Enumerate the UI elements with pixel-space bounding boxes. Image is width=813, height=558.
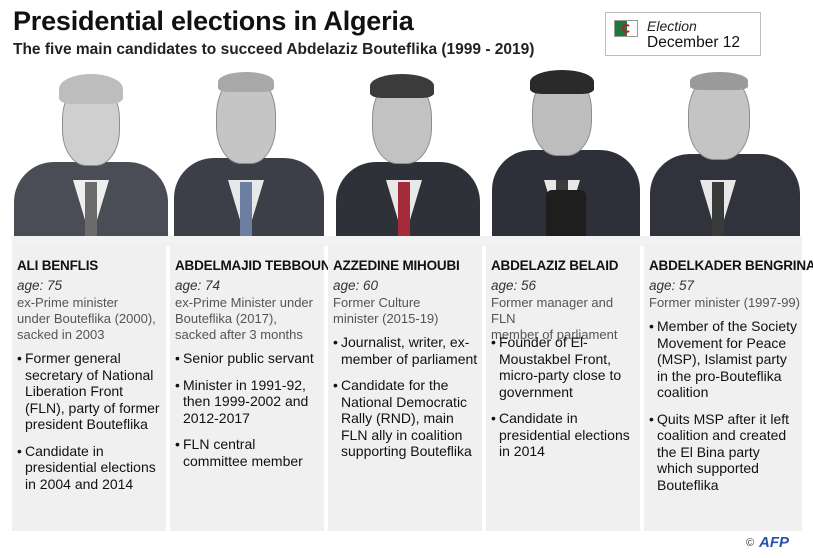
portrait-edge-divider [12,236,802,246]
role-line: ex-Prime minister [17,295,119,310]
candidate-bullets: Founder of El-Moustakbel Front, micro-pa… [491,334,636,470]
bullet-item: Candidate in presidential elections in 2… [491,410,636,460]
candidate-bullets: Former general secretary of National Lib… [17,350,162,502]
bullet-item: FLN central committee member [175,436,320,469]
candidate-name: AZZEDINE MIHOUBI [333,258,460,273]
bullet-item: Candidate in presidential elections in 2… [17,443,162,493]
candidate-role: Former minister (1997-99) [649,295,800,311]
role-line: sacked after 3 months [175,327,303,342]
election-date-box: Election December 12 [605,12,761,56]
portrait-benflis [12,70,170,240]
candidate-role: ex-Prime Minister under Bouteflika (2017… [175,295,313,343]
candidate-column-bengrina: ABDELKADER BENGRINA age: 57 Former minis… [644,244,813,531]
candidate-name: ABDELAZIZ BELAID [491,258,619,273]
candidate-age: age: 57 [649,278,695,293]
candidate-age: age: 60 [333,278,379,293]
candidate-name: ABDELMAJID TEBBOUNE [175,258,340,273]
bullet-item: Former general secretary of National Lib… [17,350,162,433]
bullet-item: Senior public servant [175,350,320,367]
afp-logo: AFP [759,534,789,551]
role-line: Bouteflika (2017), [175,311,277,326]
candidate-bullets: Senior public servant Minister in 1991-9… [175,350,320,479]
portrait-tebboune [170,70,328,240]
portrait-bengrina [644,70,802,240]
bullet-item: Quits MSP after it left coalition and cr… [649,411,798,494]
candidate-column-mihoubi: AZZEDINE MIHOUBI age: 60 Former Culture … [328,244,482,531]
page-subtitle: The five main candidates to succeed Abde… [13,41,535,58]
candidate-column-tebboune: ABDELMAJID TEBBOUNE age: 74 ex-Prime Min… [170,244,339,531]
bullet-item: Founder of El-Moustakbel Front, micro-pa… [491,334,636,400]
role-line: under Bouteflika (2000), [17,311,156,326]
election-date: December 12 [647,34,741,51]
bullet-item: Candidate for the National Democratic Ra… [333,377,478,460]
candidate-bullets: Member of the Society Movement for Peace… [649,318,798,503]
candidate-column-belaid: ABDELAZIZ BELAID age: 56 Former manager … [486,244,640,531]
role-line: sacked in 2003 [17,327,105,342]
copyright-symbol: © [746,537,755,549]
candidate-columns: ALI BENFLIS age: 75 ex-Prime minister un… [12,244,813,531]
role-line: ex-Prime Minister under [175,295,313,310]
candidate-age: age: 75 [17,278,63,293]
candidate-name: ABDELKADER BENGRINA [649,258,813,273]
candidate-portraits [12,70,802,240]
election-label: Election [647,18,697,34]
candidate-bullets: Journalist, writer, ex-member of parliam… [333,334,478,470]
bullet-item: Minister in 1991-92, then 1999-2002 and … [175,377,320,427]
bullet-item: Member of the Society Movement for Peace… [649,318,798,401]
candidate-name: ALI BENFLIS [17,258,99,273]
algeria-flag-icon [614,20,638,37]
role-line: Former minister (1997-99) [649,295,800,310]
portrait-belaid [486,70,644,240]
candidate-age: age: 74 [175,278,221,293]
role-line: Former manager and FLN [491,295,614,326]
candidate-column-benflis: ALI BENFLIS age: 75 ex-Prime minister un… [12,244,166,531]
candidate-age: age: 56 [491,278,537,293]
role-line: minister (2015-19) [333,311,439,326]
page-title: Presidential elections in Algeria [13,6,414,36]
role-line: Former Culture [333,295,421,310]
portrait-mihoubi [328,70,486,240]
candidate-role: Former Culture minister (2015-19) [333,295,439,327]
bullet-item: Journalist, writer, ex-member of parliam… [333,334,478,367]
candidate-role: ex-Prime minister under Bouteflika (2000… [17,295,156,343]
